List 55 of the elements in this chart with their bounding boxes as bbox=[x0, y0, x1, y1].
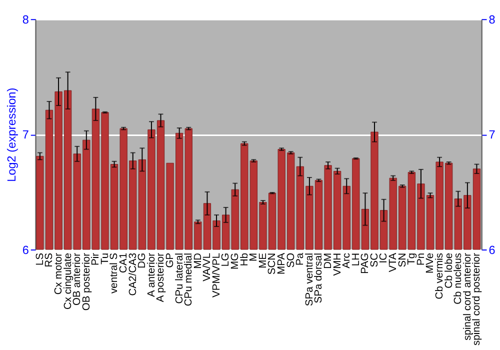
x-tick-label: VMH bbox=[332, 252, 344, 276]
x-tick-label: SN bbox=[397, 252, 408, 268]
x-tick-label: Cx motor bbox=[53, 252, 64, 295]
x-tick-label: Tg bbox=[406, 252, 418, 265]
x-tick-label: CA2/CA3 bbox=[128, 252, 139, 296]
y-axis-title: Log2 (expression) bbox=[6, 88, 19, 182]
x-tick-label: SC bbox=[369, 252, 380, 268]
x-tick-label: PAG bbox=[360, 252, 372, 274]
x-tick-label: Cb vermis bbox=[434, 252, 446, 300]
x-tick-label: SPa ventral bbox=[304, 252, 316, 306]
x-tick-label: Hb bbox=[239, 252, 250, 266]
x-tick-label: CPu lateral bbox=[174, 252, 186, 304]
y-tick-label: 8 bbox=[22, 14, 30, 27]
x-tick-label: CA1 bbox=[118, 252, 130, 273]
y2-tick-label: 8 bbox=[488, 14, 496, 27]
x-tick-label: spinal cord anterior bbox=[462, 252, 474, 340]
x-tick-label: Cx cingulate bbox=[62, 252, 74, 310]
x-tick-label: A anterior bbox=[146, 252, 158, 297]
y2-tick-label: 6 bbox=[488, 244, 496, 257]
x-tick-label: DM bbox=[322, 252, 334, 269]
x-tick-label: Cb nucleus bbox=[453, 252, 464, 304]
x-tick-label: A posterior bbox=[156, 252, 167, 302]
x-tick-label: MPA bbox=[276, 252, 288, 274]
y-tick-label: 6 bbox=[22, 244, 30, 257]
x-tick-label: IC bbox=[378, 252, 390, 264]
x-tick-label: spinal cord posterior bbox=[472, 252, 483, 346]
x-tick-label: ventral S bbox=[109, 252, 120, 294]
x-tick-label: ME bbox=[258, 252, 269, 268]
x-tick-label: Cb lobe bbox=[444, 252, 455, 288]
x-tick-label: SCN bbox=[267, 252, 278, 275]
y2-tick-label: 7 bbox=[488, 128, 496, 142]
x-tick-label: VA/VL bbox=[202, 252, 214, 282]
x-tick-label: MG bbox=[230, 252, 242, 270]
x-tick-label: MD bbox=[192, 252, 204, 269]
x-tick-label: RS bbox=[44, 252, 56, 268]
x-tick-label: M bbox=[248, 252, 260, 262]
x-tick-label: CPu medial bbox=[184, 252, 195, 306]
y-tick-label: 7 bbox=[22, 128, 29, 142]
x-tick-label: OB posterior bbox=[81, 252, 92, 311]
x-tick-label: DG bbox=[137, 252, 148, 268]
x-tick-label: Pir bbox=[90, 252, 102, 266]
x-tick-label: Pn bbox=[416, 252, 427, 266]
x-tick-label: VTA bbox=[388, 252, 400, 272]
x-tick-label: LS bbox=[34, 252, 46, 266]
x-tick-label: LG bbox=[220, 252, 232, 267]
x-tick-label: OB anterior bbox=[72, 252, 84, 306]
x-tick-label: Tu bbox=[100, 252, 111, 265]
x-tick-label: GP bbox=[164, 252, 176, 268]
x-tick-label: VPM/VPL bbox=[211, 252, 222, 298]
x-tick-label: MVe bbox=[425, 252, 436, 274]
x-tick-label: LH bbox=[350, 252, 362, 266]
x-tick-label: Pa bbox=[295, 252, 306, 266]
x-tick-label: SO bbox=[286, 252, 297, 268]
x-tick-label: SPa dorsal bbox=[314, 252, 325, 304]
x-tick-label: Arc bbox=[342, 252, 353, 268]
